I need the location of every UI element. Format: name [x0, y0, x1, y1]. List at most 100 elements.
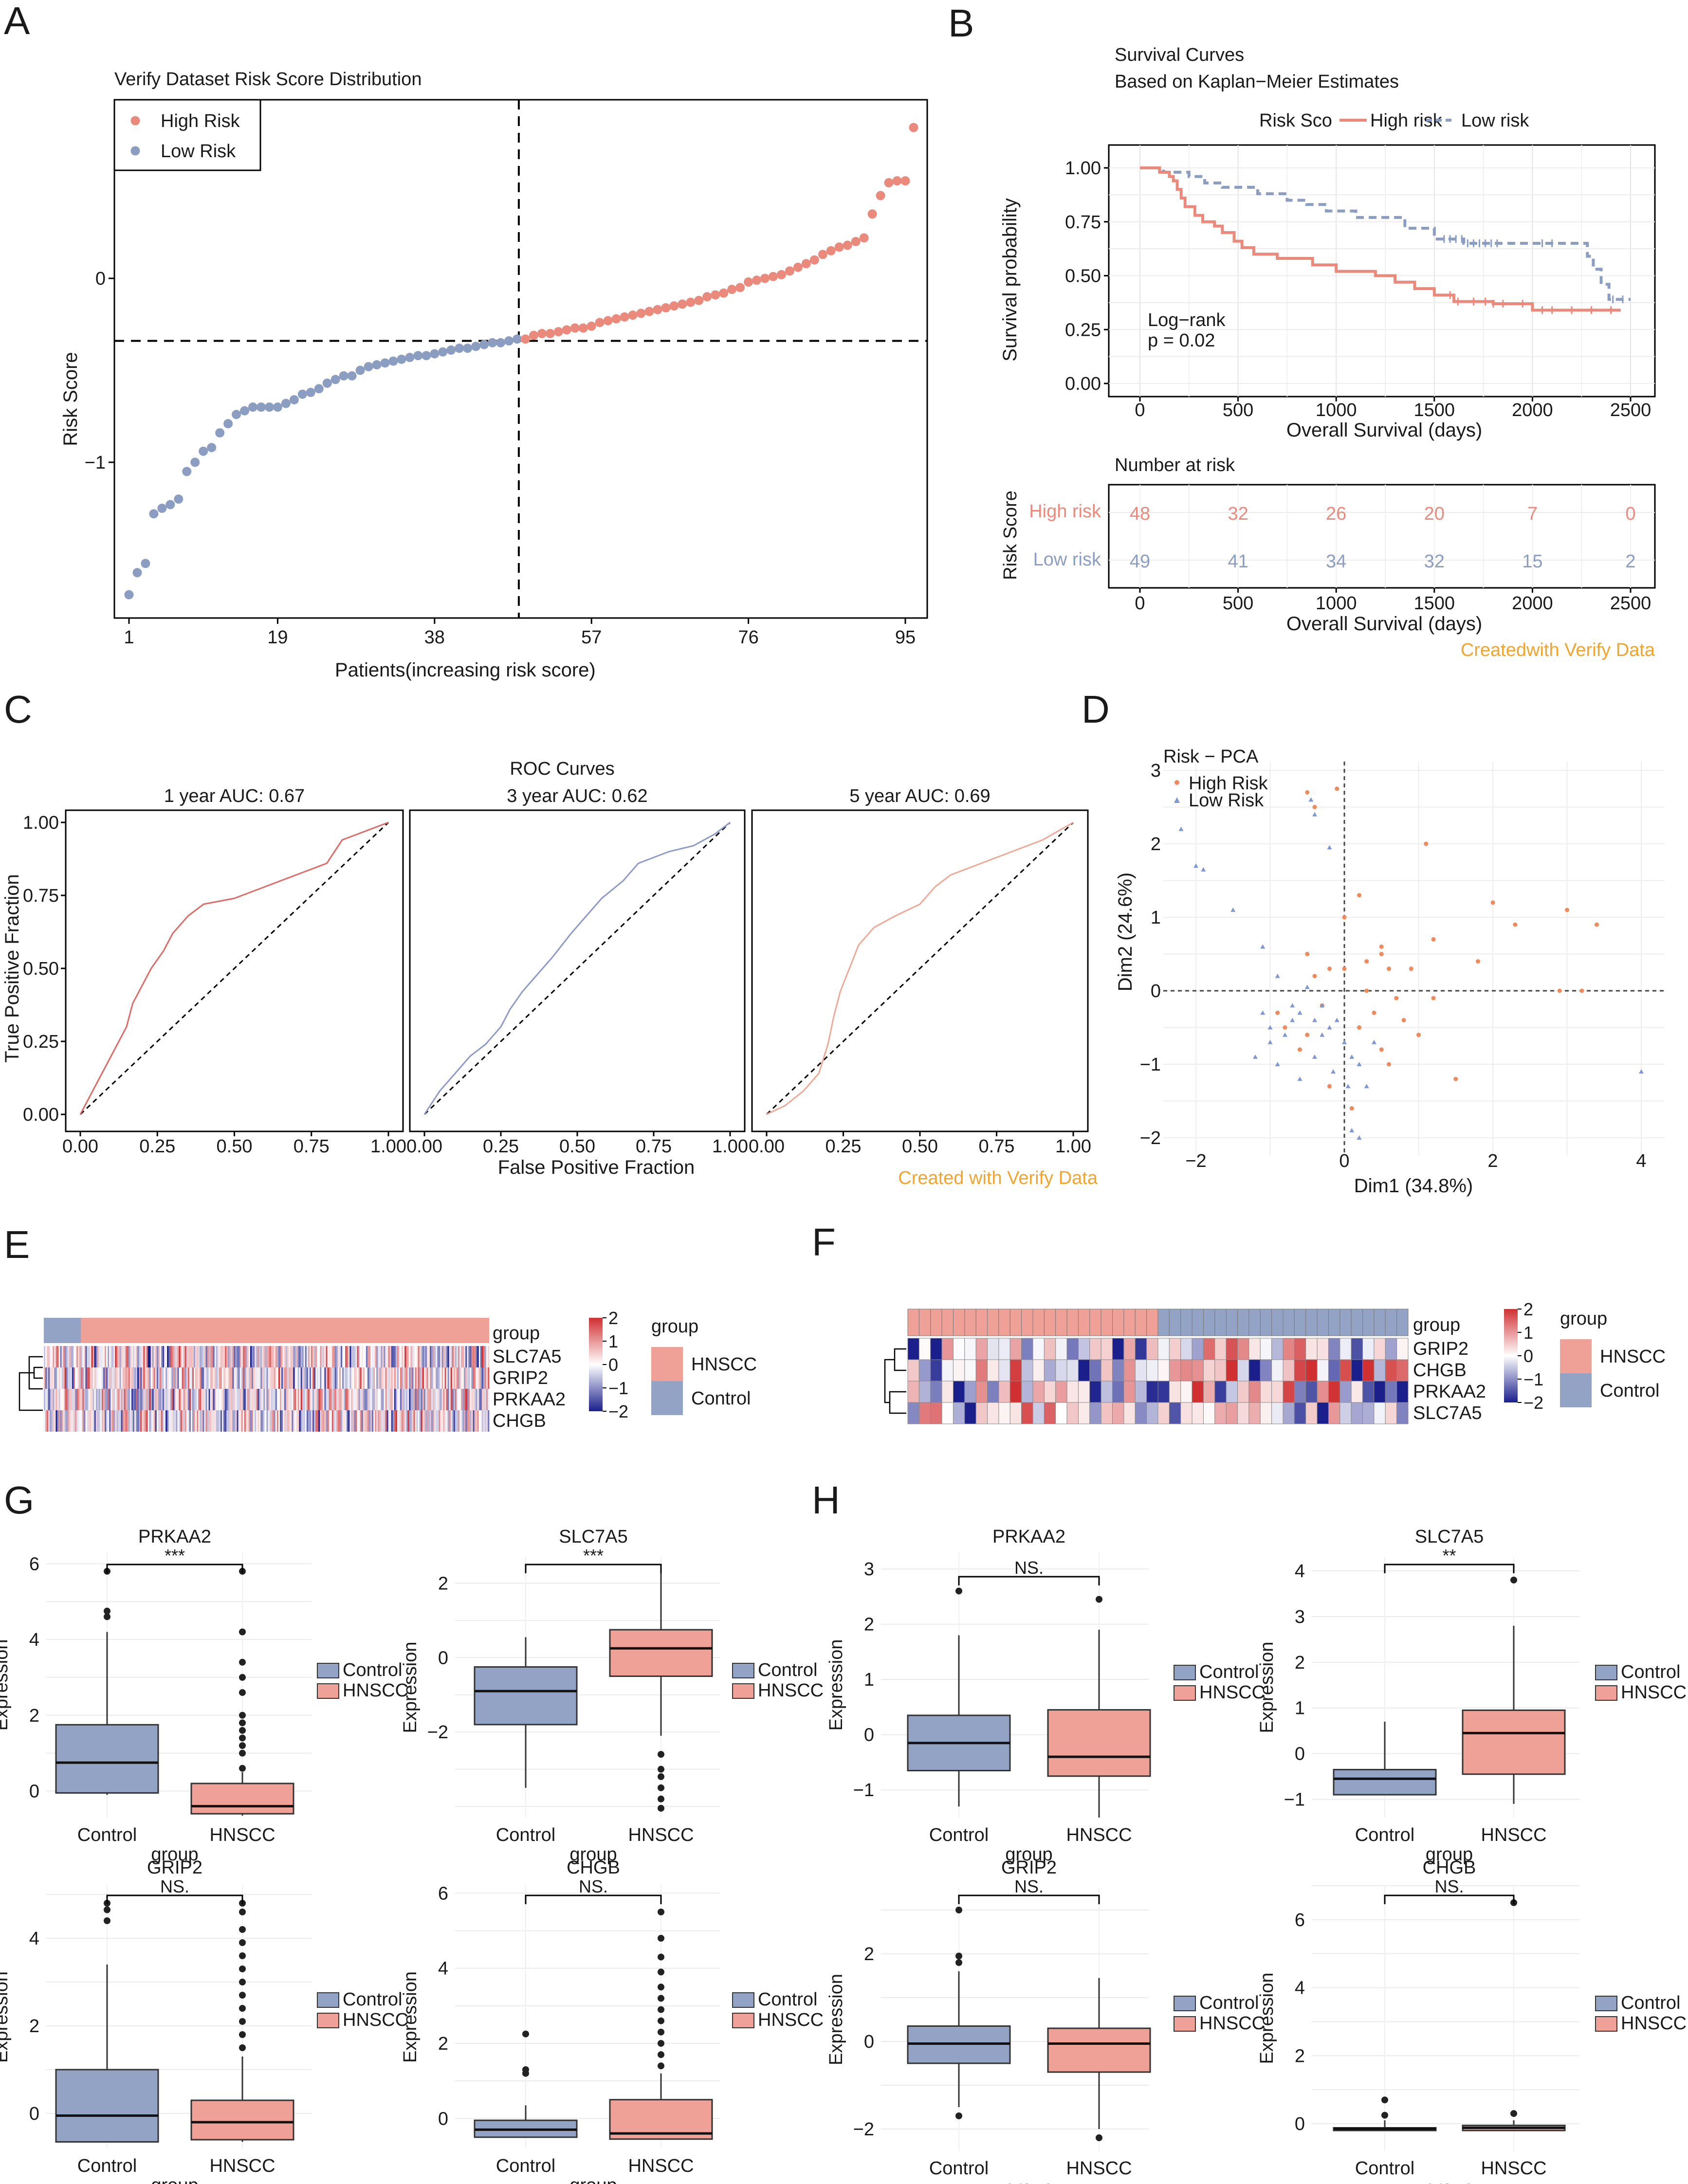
e-heat-cell	[476, 1367, 477, 1389]
e-heat-cell	[318, 1410, 320, 1432]
d-point-high	[1364, 959, 1369, 964]
e-heat-cell	[306, 1410, 309, 1432]
f-heat-cell	[941, 1338, 954, 1360]
e-heat-cell	[222, 1410, 224, 1432]
f-heat-cell	[1248, 1359, 1261, 1382]
e-heat-cell	[294, 1410, 296, 1432]
e-heat-cell	[252, 1367, 254, 1389]
f-heat-cell	[1362, 1359, 1375, 1382]
e-heat-cell	[225, 1367, 227, 1389]
e-heat-cell	[471, 1389, 473, 1410]
e-heat-cell	[245, 1389, 248, 1410]
g-prkaa2-y-tick-label: 0	[29, 1782, 39, 1802]
e-heat-cell	[149, 1346, 151, 1367]
g-slc7a5-significance: ***	[583, 1546, 604, 1565]
e-heat-cell	[255, 1389, 257, 1410]
e-heat-cell	[434, 1346, 436, 1367]
a-point	[735, 283, 745, 292]
g-slc7a5-outlier	[658, 1804, 664, 1812]
g-grip2-outlier	[239, 2044, 246, 2051]
g-grip2-legend-hnscc: HNSCC	[343, 2010, 408, 2030]
f-group-cell	[1089, 1309, 1101, 1336]
e-heat-cell	[241, 1346, 243, 1367]
e-heat-cell	[101, 1410, 104, 1432]
e-heat-cell	[182, 1367, 184, 1389]
f-heat-cell	[975, 1402, 988, 1424]
e-heat-cell	[67, 1346, 70, 1367]
h-slc7a5-outlier	[1510, 1576, 1517, 1583]
f-heat-cell	[1305, 1338, 1318, 1360]
e-heat-cell	[239, 1410, 242, 1432]
e-heat-cell	[238, 1410, 240, 1432]
e-heat-cell	[446, 1389, 448, 1410]
a-point	[405, 353, 415, 363]
h-prkaa2-y-tick-label: 2	[864, 1615, 874, 1635]
e-heat-cell	[296, 1410, 298, 1432]
d-x-tick-label: 2	[1487, 1151, 1498, 1171]
e-heat-cell	[72, 1389, 74, 1410]
e-heat-cell	[278, 1410, 280, 1432]
e-heat-cell	[176, 1367, 178, 1389]
e-heat-cell	[60, 1346, 62, 1367]
c-y-tick-label: 0.25	[23, 1032, 59, 1052]
e-heat-cell	[82, 1389, 84, 1410]
e-heat-cell	[88, 1410, 90, 1432]
e-heat-cell	[402, 1389, 404, 1410]
f-group-cell	[1339, 1309, 1352, 1336]
e-heat-cell	[53, 1410, 55, 1432]
f-heat-cell	[1385, 1381, 1397, 1403]
e-heat-cell	[146, 1346, 148, 1367]
e-heat-cell	[327, 1389, 329, 1410]
e-heat-cell	[473, 1389, 475, 1410]
g-grip2-outlier	[104, 1917, 110, 1924]
e-heat-cell	[348, 1367, 350, 1389]
a-point	[397, 354, 406, 364]
f-legend-swatch-hnscc	[1560, 1339, 1592, 1373]
e-heat-cell	[425, 1367, 427, 1389]
c-panel-title: 1 year AUC: 0.67	[164, 786, 305, 806]
g-slc7a5-legend-swatch-hnscc	[732, 1683, 754, 1699]
e-heat-cell	[103, 1389, 105, 1410]
e-heat-cell	[366, 1389, 368, 1410]
e-heat-cell	[376, 1410, 378, 1432]
e-heat-cell	[299, 1410, 301, 1432]
d-y-tick-label: −2	[1140, 1128, 1161, 1148]
e-heat-cell	[391, 1367, 393, 1389]
h-slc7a5-y-tick-label: 2	[1295, 1653, 1305, 1673]
d-point-low	[1308, 797, 1314, 802]
e-heat-cell	[476, 1410, 477, 1432]
e-heat-cell	[53, 1346, 55, 1367]
e-heat-cell	[98, 1367, 101, 1389]
c-panel-frame	[751, 809, 1089, 1132]
e-heat-cell	[395, 1367, 398, 1389]
h-chgb-significance-bracket	[1384, 1894, 1515, 1904]
e-heat-cell	[140, 1410, 142, 1432]
e-heat-cell	[122, 1389, 125, 1410]
e-heat-cell	[88, 1367, 90, 1389]
a-point	[141, 559, 150, 568]
e-heat-cell	[407, 1346, 409, 1367]
e-scale-label: 1	[608, 1331, 618, 1351]
e-heat-cell	[174, 1410, 176, 1432]
e-heat-cell	[55, 1389, 57, 1410]
h-grip2-x-label-control: Control	[929, 2158, 989, 2179]
e-heat-cell	[458, 1367, 460, 1389]
d-point-low	[1349, 1054, 1355, 1059]
a-point	[149, 509, 159, 519]
g-prkaa2-legend-control: Control	[343, 1660, 403, 1680]
e-heat-cell	[398, 1389, 401, 1410]
e-heat-cell	[361, 1346, 364, 1367]
f-heat-cell	[1021, 1381, 1033, 1403]
a-legend-swatch-high	[130, 116, 140, 126]
e-heat-cell	[441, 1389, 443, 1410]
e-heat-cell	[449, 1389, 451, 1410]
e-heat-cell	[337, 1367, 340, 1389]
e-heat-cell	[339, 1410, 341, 1432]
e-heat-cell	[245, 1367, 248, 1389]
e-heat-cell	[305, 1410, 307, 1432]
e-heat-cell	[309, 1389, 312, 1410]
a-point	[504, 336, 514, 346]
e-heat-cell	[419, 1367, 422, 1389]
e-heat-cell	[266, 1410, 268, 1432]
b-risk-count-low: 15	[1522, 551, 1542, 572]
